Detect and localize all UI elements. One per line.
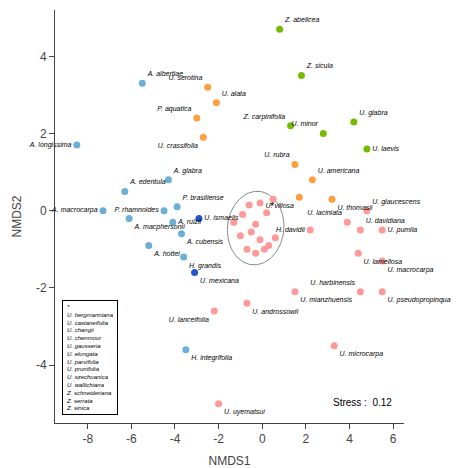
svg-text:Z. sicula: Z. sicula <box>306 62 333 69</box>
svg-text:U. uyematsui: U. uyematsui <box>224 408 265 416</box>
svg-text:Stress : 0.12: Stress : 0.12 <box>333 397 392 408</box>
svg-text:U. glabra: U. glabra <box>359 109 388 117</box>
svg-text:A. longissima: A. longissima <box>29 141 72 149</box>
svg-text:A. macrocarpa: A. macrocarpa <box>51 206 98 214</box>
svg-text:U. serotina: U. serotina <box>168 74 202 81</box>
svg-text:A. macphersonii: A. macphersonii <box>134 223 186 231</box>
svg-text:H. integrifolia: H. integrifolia <box>191 354 232 362</box>
svg-text:U. macrocarpa: U. macrocarpa <box>388 266 434 274</box>
svg-text:-2: -2 <box>36 281 47 295</box>
svg-text:-8: -8 <box>82 432 93 446</box>
svg-text:NMDS2: NMDS2 <box>10 195 24 237</box>
svg-text:NMDS1: NMDS1 <box>208 454 250 468</box>
svg-text:U. ismaelis: U. ismaelis <box>204 214 239 221</box>
svg-text:U. lanceifolia: U. lanceifolia <box>169 316 209 323</box>
svg-text:2: 2 <box>302 432 309 446</box>
svg-text:U. pseudopropinqua: U. pseudopropinqua <box>388 296 451 304</box>
svg-text:U. mexicana: U. mexicana <box>200 277 239 284</box>
svg-text:U. microcarpa: U. microcarpa <box>340 350 384 358</box>
svg-text:-4: -4 <box>36 358 47 372</box>
svg-text:-4: -4 <box>170 432 181 446</box>
svg-text:U. laciniata: U. laciniata <box>307 209 342 216</box>
svg-text:2: 2 <box>40 127 47 141</box>
svg-text:0: 0 <box>259 432 266 446</box>
svg-text:U. alata: U. alata <box>222 90 246 97</box>
svg-text:A. rulzii: A. rulzii <box>177 218 201 225</box>
svg-text:U. harbinensis: U. harbinensis <box>310 279 355 286</box>
svg-text:P. rhamnoides: P. rhamnoides <box>114 206 159 213</box>
svg-text:U. mianzhuensis: U. mianzhuensis <box>300 296 352 303</box>
svg-text:-6: -6 <box>126 432 137 446</box>
svg-text:U. androssowii: U. androssowii <box>252 308 298 315</box>
svg-text:U. thomasii: U. thomasii <box>337 204 372 211</box>
svg-text:6: 6 <box>390 432 397 446</box>
svg-text:U. rubra: U. rubra <box>264 151 289 158</box>
svg-text:0: 0 <box>40 204 47 218</box>
svg-text:H. grandis: H. grandis <box>189 262 221 270</box>
svg-text:-2: -2 <box>213 432 224 446</box>
svg-text:*U. bergmannianaU. castaneifol: *U. bergmannianaU. castaneifoliaU. chang… <box>66 304 114 411</box>
svg-text:P. aquatica: P. aquatica <box>157 105 191 113</box>
svg-text:U. davidiana: U. davidiana <box>366 217 405 224</box>
svg-text:A. cubensis: A. cubensis <box>186 238 224 245</box>
svg-text:U. glaucescens: U. glaucescens <box>372 198 420 206</box>
svg-text:A. albertiae: A. albertiae <box>147 70 184 77</box>
svg-text:4: 4 <box>40 50 47 64</box>
svg-text:Z. abelicea: Z. abelicea <box>284 16 319 23</box>
svg-text:U. minor: U. minor <box>291 120 318 127</box>
svg-text:U. villosa: U. villosa <box>266 202 295 209</box>
svg-text:U. crassifolia: U. crassifolia <box>158 142 198 149</box>
svg-text:A. hottei: A. hottei <box>153 250 180 257</box>
svg-text:U. laevis: U. laevis <box>372 145 399 152</box>
svg-text:*: * <box>270 200 275 212</box>
svg-text:Z. carpinifolia: Z. carpinifolia <box>243 113 286 121</box>
svg-text:H. davidii: H. davidii <box>276 226 305 233</box>
svg-text:P. brasiliense: P. brasiliense <box>183 194 224 201</box>
svg-text:4: 4 <box>346 432 353 446</box>
svg-text:U. americana: U. americana <box>318 167 360 174</box>
svg-text:U. pumila: U. pumila <box>388 226 418 234</box>
svg-text:U. lamellosa: U. lamellosa <box>364 258 403 265</box>
svg-text:A. glabra: A. glabra <box>173 167 202 175</box>
svg-text:A. edentula: A. edentula <box>129 178 166 185</box>
